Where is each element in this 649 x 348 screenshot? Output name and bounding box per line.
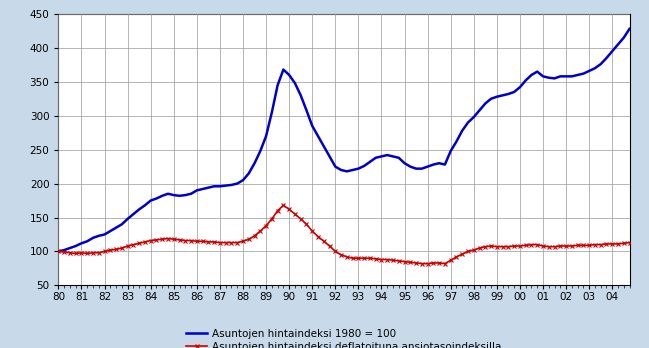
Asuntojen hintaindeksi 1980 = 100 [349, 168, 356, 172]
Asuntojen hintaindeksi deflatoituna ansiotasoindeksilla [164, 236, 172, 240]
Asuntojen hintaindeksi 1980 = 100 [187, 192, 195, 196]
Asuntojen hintaindeksi 1980 = 100 [395, 156, 402, 160]
Asuntojen hintaindeksi deflatoituna ansiotasoindeksilla [608, 242, 616, 246]
Asuntojen hintaindeksi deflatoituna ansiotasoindeksilla [280, 203, 288, 207]
Line: Asuntojen hintaindeksi 1980 = 100: Asuntojen hintaindeksi 1980 = 100 [58, 29, 630, 251]
Asuntojen hintaindeksi 1980 = 100 [580, 72, 587, 76]
Asuntojen hintaindeksi deflatoituna ansiotasoindeksilla [400, 260, 408, 264]
Asuntojen hintaindeksi deflatoituna ansiotasoindeksilla [418, 262, 426, 266]
Asuntojen hintaindeksi 1980 = 100 [626, 27, 633, 31]
Asuntojen hintaindeksi deflatoituna ansiotasoindeksilla [55, 249, 62, 253]
Asuntojen hintaindeksi 1980 = 100 [164, 192, 172, 196]
Asuntojen hintaindeksi deflatoituna ansiotasoindeksilla [626, 240, 633, 245]
Asuntojen hintaindeksi 1980 = 100 [55, 249, 62, 253]
Asuntojen hintaindeksi deflatoituna ansiotasoindeksilla [591, 243, 599, 247]
Asuntojen hintaindeksi deflatoituna ansiotasoindeksilla [354, 256, 362, 260]
Asuntojen hintaindeksi 1980 = 100 [597, 62, 605, 66]
Line: Asuntojen hintaindeksi deflatoituna ansiotasoindeksilla: Asuntojen hintaindeksi deflatoituna ansi… [56, 203, 632, 266]
Asuntojen hintaindeksi deflatoituna ansiotasoindeksilla [187, 238, 195, 243]
Legend: Asuntojen hintaindeksi 1980 = 100, Asuntojen hintaindeksi deflatoituna ansiotaso: Asuntojen hintaindeksi 1980 = 100, Asunt… [186, 329, 502, 348]
